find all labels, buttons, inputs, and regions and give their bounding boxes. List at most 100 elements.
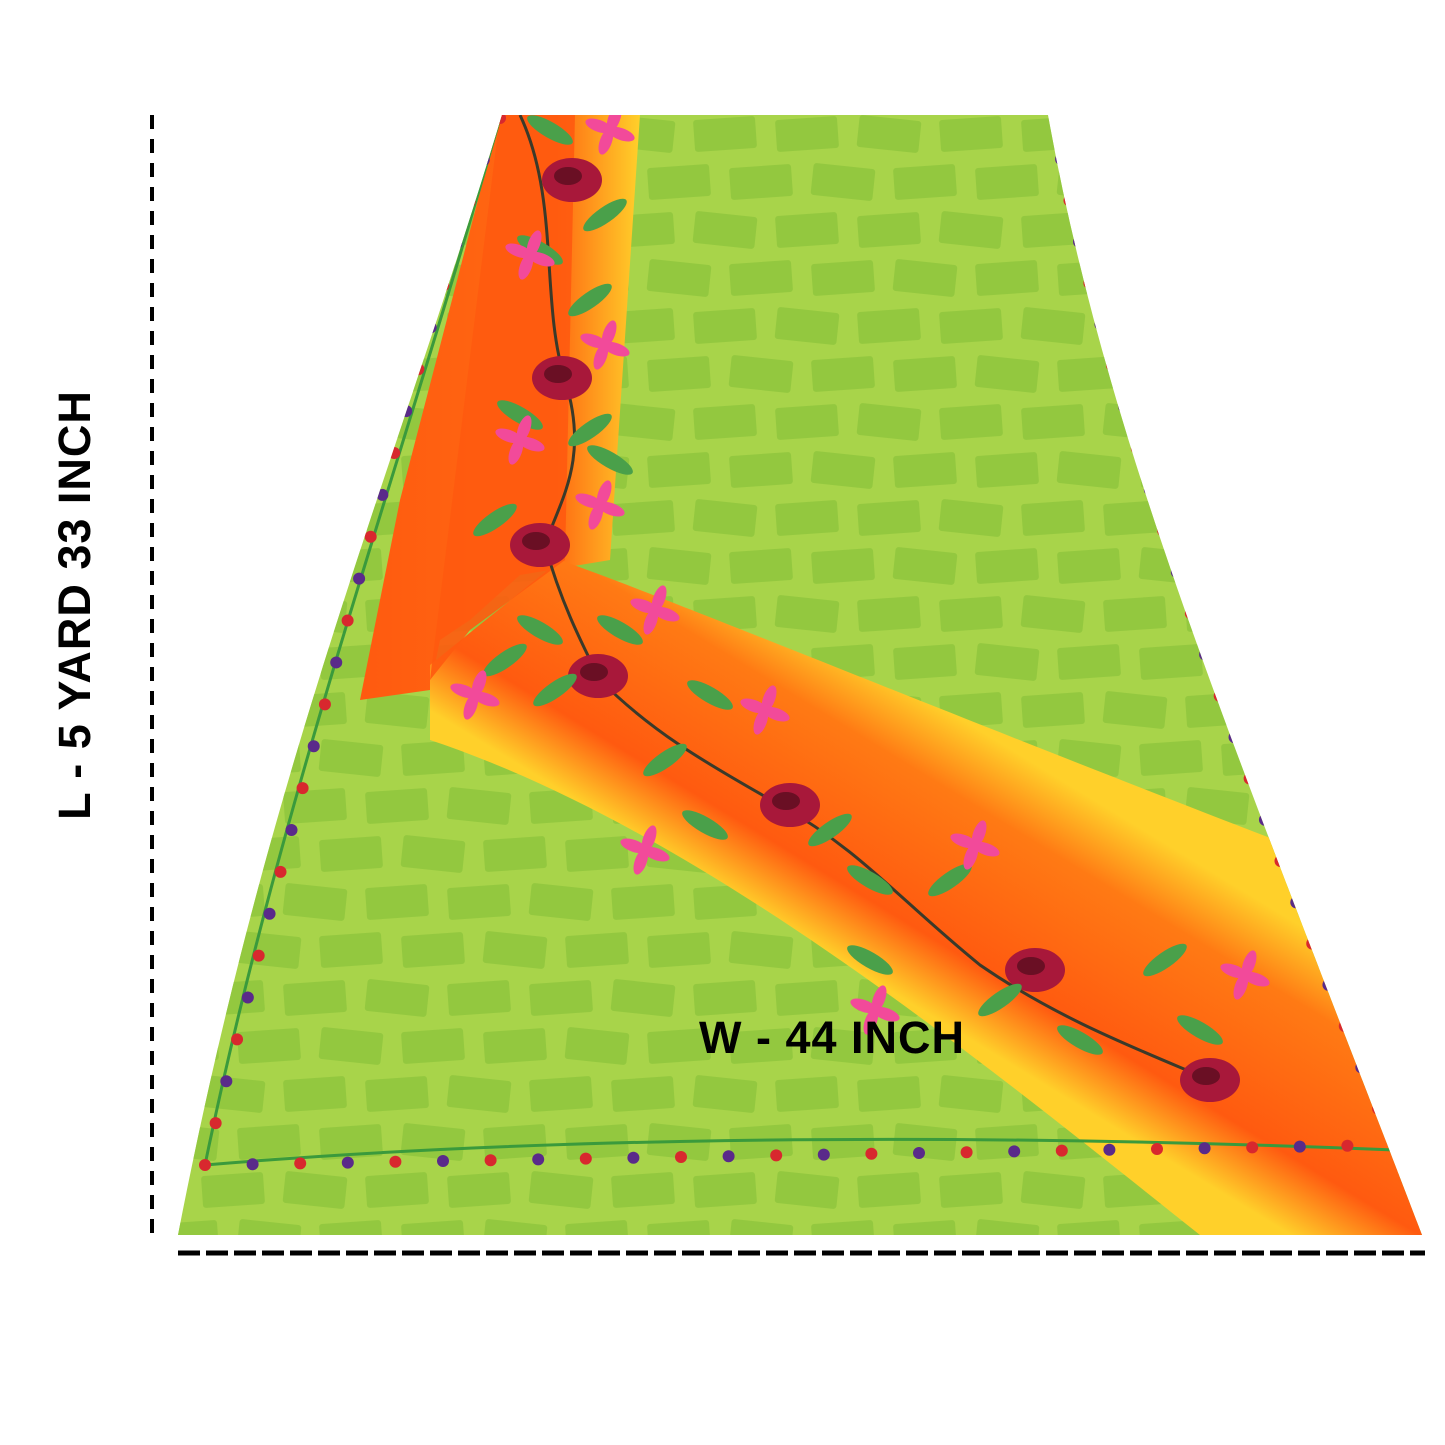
border-flower [1094,318,1107,331]
pink-petal [508,437,524,465]
pattern-block [401,1028,465,1064]
pattern-block [1348,691,1414,729]
main-flower-vine [450,115,1270,1102]
border-flower [330,656,343,669]
pattern-block [482,1219,548,1235]
border-flower [241,991,254,1004]
pattern-block [178,1220,219,1235]
pattern-block [237,1028,301,1064]
pattern-block [365,1076,429,1112]
pink-petal [630,598,658,614]
pattern-block [1020,307,1086,345]
pattern-block [1384,259,1422,297]
pattern-block [178,547,220,585]
border-flower [1055,153,1068,166]
pattern-block [319,1124,383,1160]
pattern-block [647,356,711,392]
leaf [1143,943,1187,977]
pattern-block [319,836,383,872]
leaf [568,413,612,447]
pink-petal [597,501,625,517]
pattern-block [201,596,265,632]
pattern-block [1303,548,1367,584]
pattern-block [401,1220,465,1235]
leaf [1177,1015,1223,1045]
pattern-block [1348,979,1414,1017]
pink-petal [580,333,608,349]
pattern-block [1221,452,1285,488]
leaf [527,115,573,145]
pink-petal [863,1007,879,1035]
border-flower [353,572,366,585]
pattern-block [178,259,220,297]
pattern-block [365,884,429,920]
pink-petal [872,1006,900,1022]
border-flower [1246,1141,1259,1154]
pattern-block [1184,211,1250,249]
pattern-block [938,211,1004,249]
pattern-block [775,1076,839,1112]
pattern-block [857,500,921,536]
pattern-block [1138,259,1204,297]
border-flower [274,865,287,878]
pattern-block [857,308,921,344]
pattern-block [1056,163,1122,201]
pattern-block [939,596,1003,632]
pattern-block [611,308,675,344]
pattern-block [1303,260,1367,296]
border-flower [341,1156,354,1169]
pattern-block [939,308,1003,344]
border-flower [1170,566,1183,579]
leaf [517,615,563,645]
pattern-block [647,452,711,488]
border-vine [204,1137,1396,1167]
pattern-block [693,308,757,344]
border-flower [579,1152,592,1165]
pink-petal [518,252,534,280]
pattern-block [1057,356,1121,392]
pink-petal [761,685,777,713]
pattern-block [729,164,793,200]
pattern-block [528,1171,594,1209]
pattern-block [1057,1220,1121,1235]
pattern-block [1056,451,1122,489]
pattern-block [1267,404,1331,440]
pattern-block [975,164,1039,200]
border-flower [1063,194,1076,207]
pattern-block [728,355,794,393]
pattern-block [1138,547,1204,585]
pattern-block [1385,356,1422,392]
pattern-block [857,212,921,248]
pattern-block [892,1123,958,1161]
pattern-block [319,932,383,968]
pattern-block [1102,691,1168,729]
border-flower [220,1075,233,1088]
pattern-block [775,980,839,1016]
leaf [687,680,733,710]
pink-petal [643,607,659,635]
pattern-block [201,692,265,728]
rose-center [580,663,608,681]
border-flower [1049,115,1061,124]
pattern-block [1302,163,1368,201]
border-flower [437,1155,449,1167]
pattern-block [1185,404,1249,440]
leaf [483,643,527,677]
border-flower [1338,1020,1351,1033]
pattern-block [482,931,548,969]
pattern-block [775,212,839,248]
border-flower [722,1150,735,1163]
leaf [847,945,893,975]
pattern-block [201,404,265,440]
pattern-block [646,547,712,585]
border-flower [960,1146,973,1159]
pattern-block [811,260,875,296]
pink-petal [601,320,617,348]
pattern-block [974,643,1040,681]
pattern-block [178,835,220,873]
leaf [568,283,612,317]
leaf [808,813,852,847]
pattern-block [729,1028,793,1064]
pattern-block [237,1124,301,1160]
